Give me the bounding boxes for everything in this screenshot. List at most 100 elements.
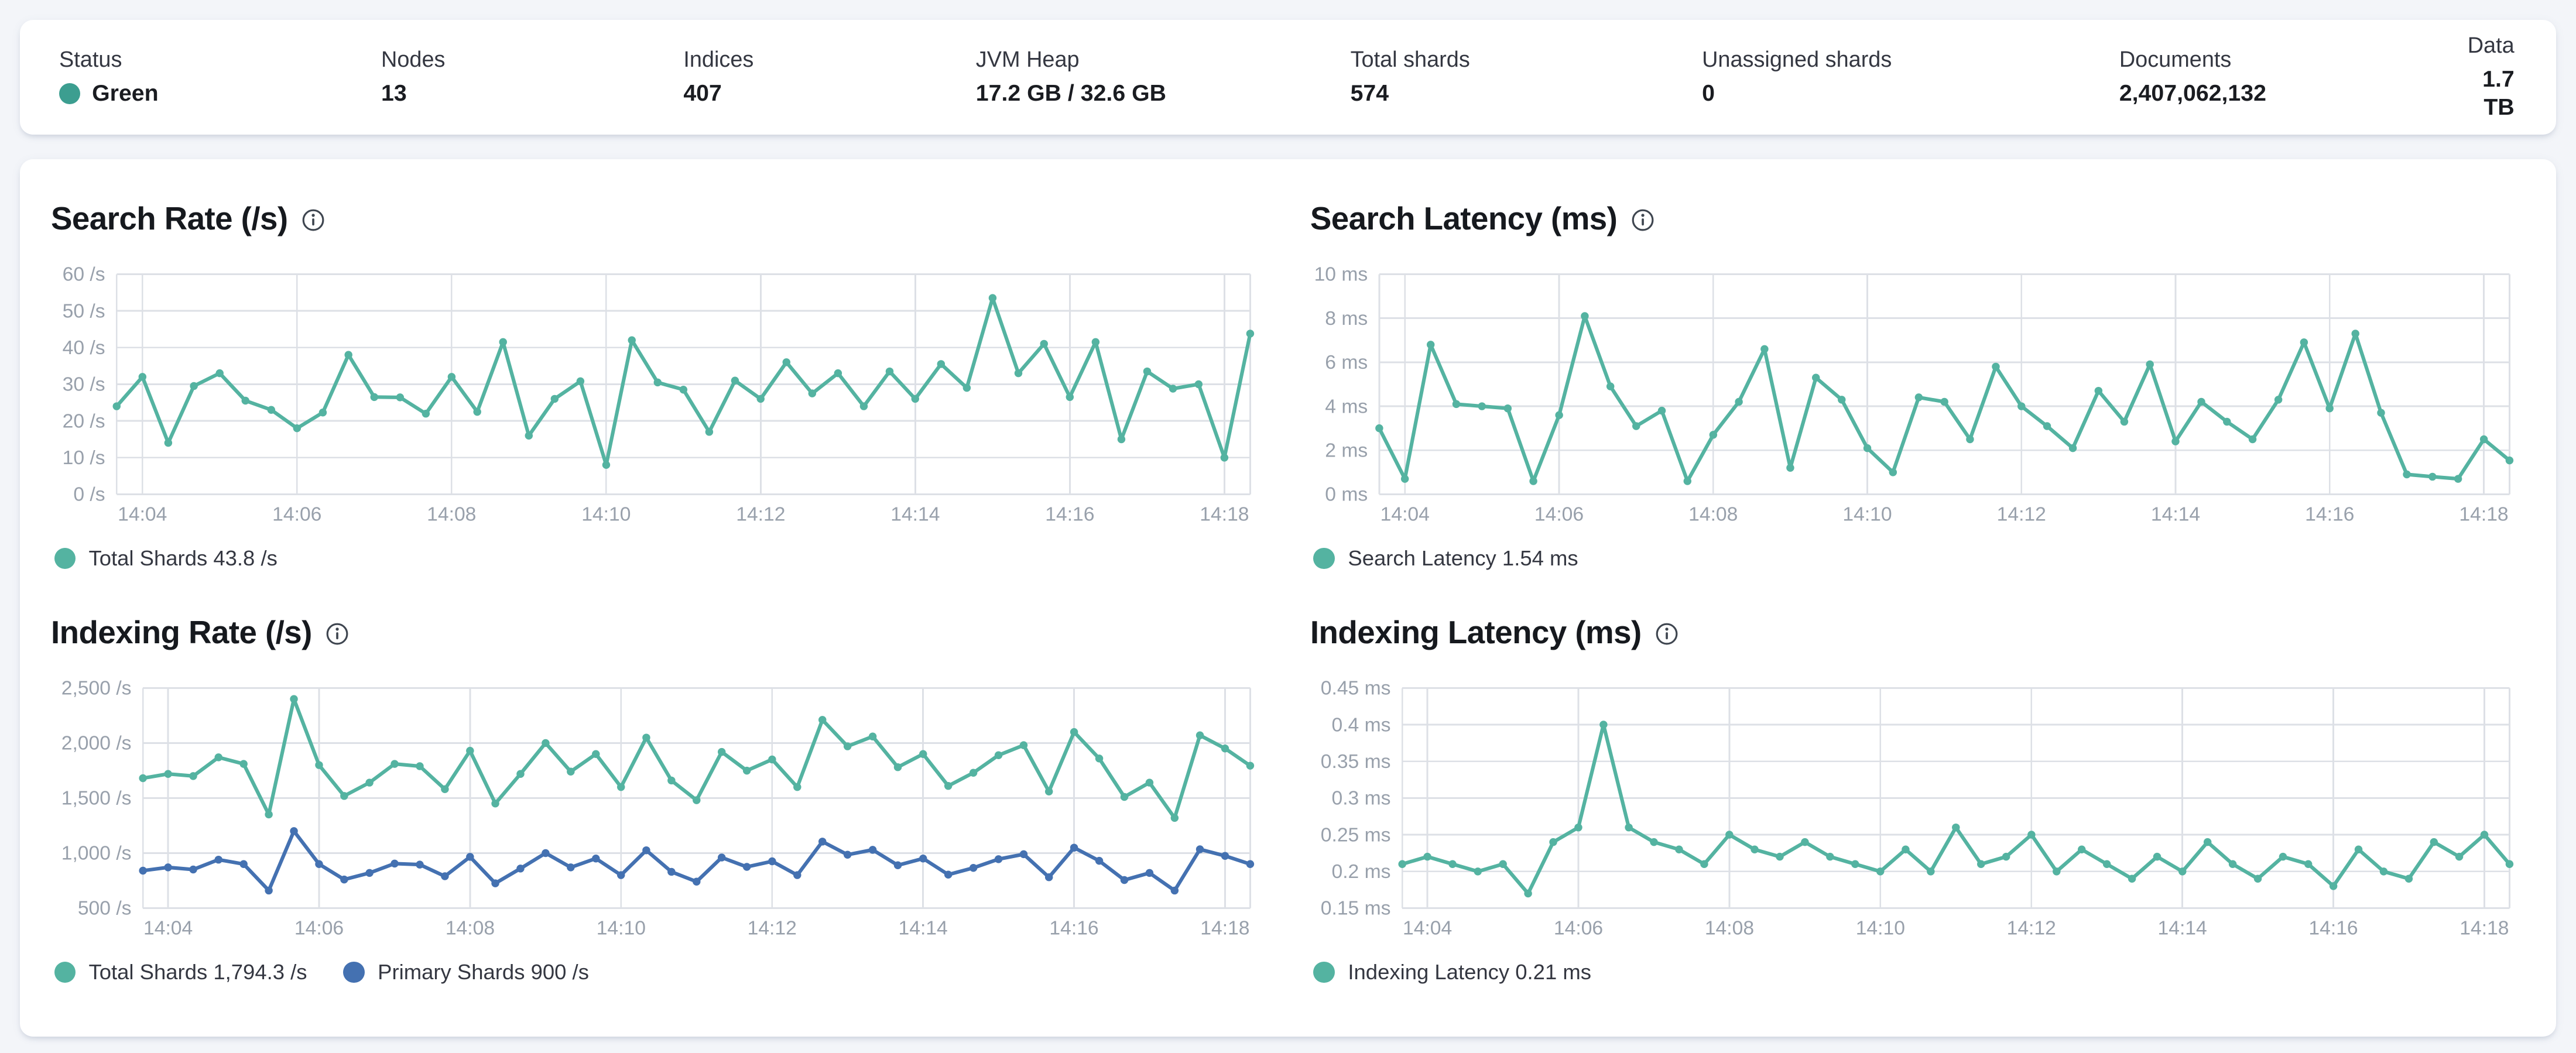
data-value: 1.7 TB xyxy=(2482,66,2515,120)
legend-series-label: Total Shards 1,794.3 /s xyxy=(88,959,307,984)
indexing-rate-chart-module: Indexing Rate (/s) 500 /s 1,000 /s 1,500 /… xyxy=(51,613,1263,987)
legend-item[interactable]: Search Latency 1.54 ms xyxy=(1313,544,1578,574)
info-icon[interactable] xyxy=(301,208,326,232)
summary-item-total-shards: Total shards 574 xyxy=(1351,47,1703,108)
jvm-heap-label: JVM Heap xyxy=(975,47,1080,72)
svg-text:14:18: 14:18 xyxy=(2459,918,2509,939)
documents-value: 2,407,062,132 xyxy=(2119,80,2266,107)
status-green-dot-icon xyxy=(59,83,81,105)
summary-item-data: Data 1.7 TB xyxy=(2468,33,2541,122)
legend-item[interactable]: Total Shards 1,794.3 /s xyxy=(54,958,307,987)
svg-text:14:10: 14:10 xyxy=(597,918,646,939)
legend-series-dot-icon xyxy=(343,961,365,983)
svg-text:14:12: 14:12 xyxy=(2006,918,2056,939)
indexing-rate-legend: Total Shards 1,794.3 /s Primary Shards 90… xyxy=(54,958,1263,987)
svg-text:14:10: 14:10 xyxy=(1842,503,1892,525)
svg-text:14:04: 14:04 xyxy=(143,918,193,939)
svg-text:14:14: 14:14 xyxy=(899,918,948,939)
nodes-label: Nodes xyxy=(381,47,446,72)
indexing-rate-chart-title: Indexing Rate (/s) xyxy=(50,613,312,650)
status-value: Green xyxy=(59,80,381,108)
svg-text:4 ms: 4 ms xyxy=(1325,396,1368,417)
search-rate-chart-module: Search Rate (/s) 0 /s 10 /s 20 /s 30 /s 40 /… xyxy=(51,199,1263,574)
legend-item[interactable]: Primary Shards 900 /s xyxy=(343,958,589,987)
svg-text:14:14: 14:14 xyxy=(890,503,940,525)
svg-text:14:18: 14:18 xyxy=(1200,918,1249,939)
svg-text:0 /s: 0 /s xyxy=(73,484,105,506)
svg-text:0.25 ms: 0.25 ms xyxy=(1321,825,1391,846)
svg-text:2,000 /s: 2,000 /s xyxy=(61,733,132,754)
unassigned-shards-value: 0 xyxy=(1702,80,1715,107)
summary-item-status: Status Green xyxy=(59,47,381,108)
search-latency-legend: Search Latency 1.54 ms xyxy=(1313,544,2522,574)
metrics-charts-panel: Search Rate (/s) 0 /s 10 /s 20 /s 30 /s 40 /… xyxy=(19,159,2557,1037)
status-label: Status xyxy=(59,47,122,72)
legend-series-dot-icon xyxy=(1313,961,1335,983)
legend-series-dot-icon xyxy=(54,961,76,983)
summary-item-nodes: Nodes 13 xyxy=(381,47,683,108)
info-icon[interactable] xyxy=(325,622,350,646)
indexing-latency-chart-canvas[interactable]: 0.15 ms 0.2 ms 0.25 ms 0.3 ms 0.35 ms 0.4 ms 0… xyxy=(1310,675,2523,944)
svg-text:14:08: 14:08 xyxy=(446,918,495,939)
legend-series-label: Total Shards 43.8 /s xyxy=(88,546,278,570)
svg-text:50 /s: 50 /s xyxy=(63,300,105,322)
info-icon[interactable] xyxy=(1654,622,1679,646)
status-value-text: Green xyxy=(92,80,159,107)
nodes-value: 13 xyxy=(381,80,407,107)
unassigned-shards-label: Unassigned shards xyxy=(1702,47,1892,72)
indexing-latency-chart-module: Indexing Latency (ms) 0.15 ms 0.2 ms 0.25 … xyxy=(1310,613,2523,987)
svg-text:10 ms: 10 ms xyxy=(1314,264,1368,286)
indexing-latency-title-row: Indexing Latency (ms) xyxy=(1310,613,2523,652)
svg-text:0.15 ms: 0.15 ms xyxy=(1321,898,1391,920)
svg-text:6 ms: 6 ms xyxy=(1325,352,1368,373)
svg-text:0.3 ms: 0.3 ms xyxy=(1331,788,1390,810)
legend-series-label: Indexing Latency 0.21 ms xyxy=(1348,959,1591,984)
svg-text:40 /s: 40 /s xyxy=(63,337,105,359)
svg-text:2,500 /s: 2,500 /s xyxy=(61,678,132,699)
info-icon[interactable] xyxy=(1630,208,1655,232)
summary-item-jvm-heap: JVM Heap 17.2 GB / 32.6 GB xyxy=(976,47,1351,108)
search-latency-chart-module: Search Latency (ms) 0 ms 2 ms 4 ms 6 ms 8 ms… xyxy=(1310,199,2523,574)
documents-label: Documents xyxy=(2119,47,2232,72)
indices-value: 407 xyxy=(683,80,722,107)
svg-text:14:06: 14:06 xyxy=(272,503,321,525)
search-rate-chart-title: Search Rate (/s) xyxy=(50,200,288,236)
svg-text:14:16: 14:16 xyxy=(1045,503,1094,525)
search-latency-chart-canvas[interactable]: 0 ms 2 ms 4 ms 6 ms 8 ms 10 ms 14:04 14:06 14:08… xyxy=(1310,261,2523,530)
svg-text:14:08: 14:08 xyxy=(427,503,476,525)
svg-text:14:10: 14:10 xyxy=(1856,918,1905,939)
svg-text:30 /s: 30 /s xyxy=(63,374,105,396)
legend-item[interactable]: Total Shards 43.8 /s xyxy=(54,544,278,574)
data-label: Data xyxy=(2467,33,2515,59)
svg-text:0.2 ms: 0.2 ms xyxy=(1331,861,1390,883)
total-shards-value: 574 xyxy=(1350,80,1389,107)
jvm-heap-value: 17.2 GB / 32.6 GB xyxy=(975,80,1166,107)
svg-text:14:16: 14:16 xyxy=(2308,918,2358,939)
summary-item-documents: Documents 2,407,062,132 xyxy=(2119,47,2468,108)
legend-series-label: Search Latency 1.54 ms xyxy=(1348,546,1578,570)
svg-text:14:08: 14:08 xyxy=(1688,503,1738,525)
svg-text:14:14: 14:14 xyxy=(2157,918,2207,939)
svg-text:500 /s: 500 /s xyxy=(78,898,132,920)
svg-text:1,000 /s: 1,000 /s xyxy=(61,843,132,865)
svg-text:1,500 /s: 1,500 /s xyxy=(61,788,132,810)
search-rate-legend: Total Shards 43.8 /s xyxy=(54,544,1263,574)
search-rate-chart-canvas[interactable]: 0 /s 10 /s 20 /s 30 /s 40 /s 50 /s 60 /s 14:04 1… xyxy=(51,261,1263,530)
cluster-summary-bar: Status Green Nodes 13 Indices 407 JVM He… xyxy=(19,19,2557,135)
svg-text:14:08: 14:08 xyxy=(1705,918,1754,939)
svg-text:14:14: 14:14 xyxy=(2151,503,2200,525)
summary-item-indices: Indices 407 xyxy=(683,47,975,108)
svg-text:14:16: 14:16 xyxy=(2305,503,2354,525)
svg-text:14:04: 14:04 xyxy=(1380,503,1429,525)
svg-text:14:12: 14:12 xyxy=(736,503,785,525)
indexing-rate-chart-canvas[interactable]: 500 /s 1,000 /s 1,500 /s 2,000 /s 2,500 /s 14… xyxy=(51,675,1263,944)
svg-text:0 ms: 0 ms xyxy=(1325,484,1368,506)
svg-text:2 ms: 2 ms xyxy=(1325,440,1368,462)
svg-text:14:18: 14:18 xyxy=(1200,503,1249,525)
indexing-latency-legend: Indexing Latency 0.21 ms xyxy=(1313,958,2522,987)
legend-item[interactable]: Indexing Latency 0.21 ms xyxy=(1313,958,1591,987)
svg-text:14:12: 14:12 xyxy=(1997,503,2046,525)
svg-text:14:06: 14:06 xyxy=(1554,918,1603,939)
svg-text:0.35 ms: 0.35 ms xyxy=(1321,751,1391,773)
